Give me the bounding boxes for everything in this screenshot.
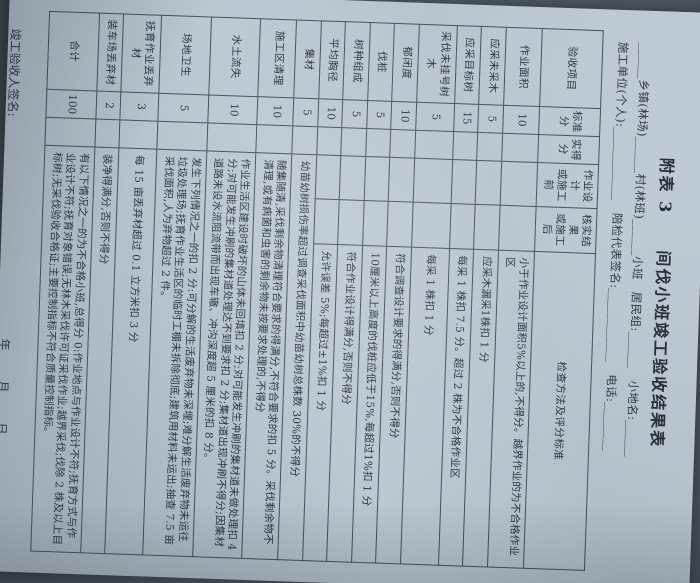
- item-cell: 场地卫生: [159, 15, 212, 95]
- item-cell: 郁闭度: [392, 23, 420, 103]
- verified-value-cell: [474, 204, 501, 251]
- standard-score-cell: 5: [366, 100, 393, 130]
- actual-score-cell: [390, 129, 416, 159]
- item-cell: 应采目标树: [454, 25, 482, 105]
- standard-score-cell: 100: [46, 89, 97, 120]
- actual-score-cell: [157, 121, 208, 151]
- actual-score-cell: [206, 122, 258, 153]
- actual-score-cell: [414, 130, 454, 160]
- actual-score-cell: [316, 126, 343, 156]
- design-value-cell: [388, 157, 415, 203]
- item-cell: 装车场丢弃材: [96, 13, 125, 92]
- standard-score-cell: 10: [207, 94, 259, 125]
- item-cell: 水土流失: [208, 17, 261, 97]
- item-cell: 合计: [47, 11, 100, 92]
- item-cell: 树种组成: [343, 21, 371, 101]
- verified-value-cell: [411, 202, 452, 249]
- design-value-cell: [451, 159, 478, 205]
- standard-score-cell: 10: [502, 105, 540, 135]
- standard-score-cell: 5: [293, 97, 319, 127]
- standard-score-cell: 15: [453, 103, 480, 133]
- table-body: 作业面积 10 小于作业设计面积5%以上的,不得分。越界作业的为不合格作业区 应采未采…: [31, 11, 543, 569]
- header-item-cell: 验收项目: [539, 28, 604, 109]
- design-value-cell: [315, 154, 342, 200]
- standard-score-cell: 2: [95, 91, 122, 120]
- design-value-cell: [364, 156, 391, 202]
- item-cell: 应采未采木: [479, 26, 507, 106]
- verified-value-cell: [387, 201, 414, 248]
- header-method-cell: 检查方法及评分标准: [523, 251, 596, 571]
- date-label: 年 月 日: [0, 338, 13, 437]
- verified-value-cell: [338, 199, 365, 246]
- item-cell: 集材: [294, 20, 322, 99]
- standard-score-cell: 10: [317, 98, 344, 128]
- design-value-cell: [339, 155, 366, 201]
- verified-value-cell: [449, 203, 476, 250]
- verified-value-cell: [313, 198, 340, 245]
- actual-score-cell: [94, 119, 121, 148]
- header-verified-value-cell: 核实结果 或施工后: [534, 206, 598, 254]
- actual-score-cell: [292, 125, 318, 155]
- actual-score-cell: [119, 119, 159, 150]
- item-cell: 施工区清理: [258, 18, 297, 98]
- item-cell: 抚育作业丢弃材: [121, 13, 163, 94]
- header-standard-score-cell: 标准 分: [538, 106, 601, 137]
- standard-score-cell: 3: [120, 91, 160, 122]
- actual-score-cell: [256, 124, 294, 154]
- header-actual-score-cell: 实得 分: [537, 134, 600, 165]
- standard-score-cell: 5: [478, 104, 504, 134]
- standard-score-cell: 10: [391, 101, 417, 131]
- item-cell: 作业面积: [503, 27, 543, 107]
- signature-label: 竣工验收人签名:: [5, 28, 23, 117]
- item-cell: 采伐未挂号树木: [416, 24, 458, 104]
- standard-score-cell: 10: [257, 96, 295, 126]
- design-value-cell: [475, 160, 502, 206]
- standard-score-cell: 5: [342, 99, 368, 129]
- actual-score-cell: [452, 131, 479, 161]
- actual-score-cell: [501, 133, 539, 163]
- item-cell: 平均胸径: [318, 20, 346, 100]
- acceptance-results-table: 验收项目 标准 分 实得 分 作业设计 或施工前 核实结果 或施工后 检查方法及…: [31, 11, 604, 571]
- standard-score-cell: 5: [415, 102, 455, 132]
- actual-score-cell: [341, 127, 367, 157]
- actual-score-cell: [45, 117, 96, 148]
- header-design-value-cell: 作业设计 或施工前: [536, 162, 599, 209]
- design-value-cell: [413, 158, 453, 204]
- design-value-cell: [500, 161, 538, 207]
- actual-score-cell: [365, 128, 392, 158]
- actual-score-cell: [477, 132, 503, 162]
- item-cell: 伐桩: [367, 22, 395, 102]
- verified-value-cell: [362, 200, 389, 247]
- signature-line: 竣工验收人签名: 年 月 日: [0, 28, 25, 571]
- verified-value-cell: [498, 205, 537, 252]
- standard-score-cell: 5: [158, 93, 209, 123]
